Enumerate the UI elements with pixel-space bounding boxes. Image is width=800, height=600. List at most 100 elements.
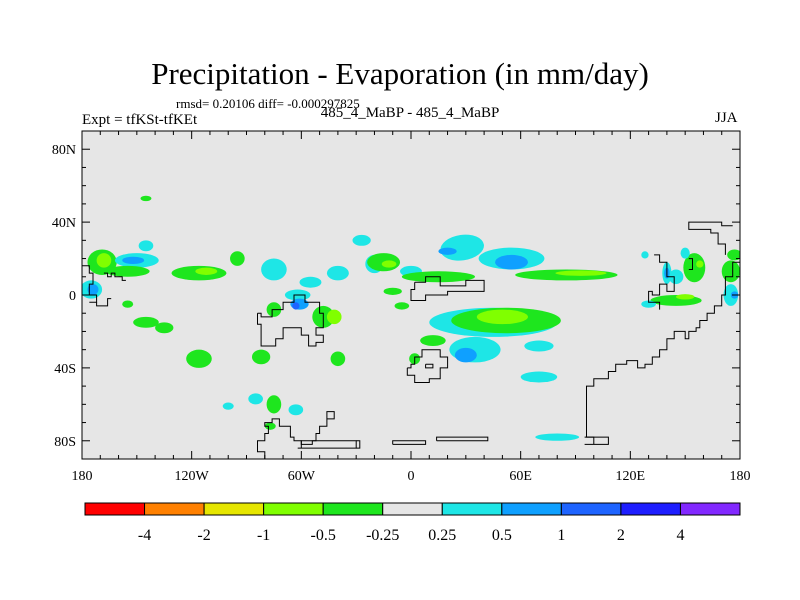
contour-region (133, 316, 159, 328)
contour-region (122, 256, 145, 265)
y-tick-label: 80N (52, 143, 76, 158)
runs-label: 485_4_MaBP - 485_4_MaBP (320, 105, 500, 121)
season-label: JJA (715, 110, 738, 126)
coastline-pacific-small (648, 254, 675, 310)
contour-region (520, 371, 558, 383)
contour-region (330, 351, 346, 367)
colorbar-label: 1 (557, 527, 565, 544)
x-tick-label: 180 (72, 469, 93, 484)
x-tick-label: 120E (616, 469, 646, 484)
contour-region (155, 322, 174, 334)
colorbar-swatch (679, 502, 741, 516)
colorbar-swatch (263, 502, 324, 516)
contour-region (524, 340, 554, 352)
contour-region (248, 393, 263, 405)
contour-region (105, 265, 150, 277)
contour-region (641, 251, 649, 259)
x-tick-label: 180 (730, 469, 751, 484)
x-tick-label: 60W (288, 469, 316, 484)
contour-region (352, 234, 371, 246)
colorbar-swatch (322, 502, 384, 516)
coastline-pacific-arc (688, 221, 733, 255)
contour-region (668, 269, 684, 285)
colorbar-label: -4 (138, 527, 151, 544)
contour-region (186, 349, 212, 368)
coastline-asia (586, 261, 740, 445)
contour-region (266, 395, 282, 414)
x-tick-label: 60E (509, 469, 532, 484)
coastline-north-small (96, 298, 112, 307)
contour-region (251, 349, 271, 365)
colorbar-label: -0.5 (311, 527, 336, 544)
coastline-india-south (425, 363, 434, 369)
contour-region (394, 302, 410, 310)
contour-region (555, 270, 607, 276)
coastline-south-america (257, 294, 324, 347)
y-tick-label: 40S (54, 362, 76, 377)
colorbar-swatch (203, 502, 265, 516)
colorbar-swatch (560, 502, 622, 516)
contour-region (326, 309, 342, 325)
contour-region (420, 335, 446, 347)
contour-region (727, 249, 740, 261)
colorbar-swatch (441, 502, 503, 516)
contour-region (138, 240, 154, 252)
contour-region (292, 302, 300, 310)
colorbar-label: 0.25 (428, 527, 456, 544)
contour-region (495, 254, 528, 270)
colorbar-swatch (382, 502, 443, 516)
colorbar-swatch (144, 502, 205, 516)
coastline-antarctic-strip (392, 440, 427, 445)
contour-region (535, 433, 580, 441)
contour-region (476, 309, 528, 325)
coastline-antarctic-bar (436, 436, 489, 442)
colorbar-swatch (501, 502, 562, 516)
y-tick-label: 80S (54, 435, 76, 450)
contour-region (261, 258, 287, 281)
colorbar-label: 2 (617, 527, 625, 544)
contour-region (299, 276, 322, 288)
contour-region (676, 294, 695, 300)
contour-region (195, 267, 218, 275)
colorbar-swatch (620, 502, 681, 516)
colorbar-label: -2 (197, 527, 210, 544)
contour-region (264, 422, 276, 430)
contour-region (680, 247, 690, 259)
coastline-north-america (103, 272, 126, 281)
y-tick-label: 40N (52, 216, 76, 231)
contour-region (222, 402, 234, 410)
contour-region (122, 300, 134, 308)
contour-region (96, 253, 112, 268)
coastline-eurasia-east (584, 436, 609, 445)
contour-region (230, 251, 245, 266)
contour-region (383, 287, 402, 295)
plot-title: Precipitation - Evaporation (in mm/day) (151, 56, 649, 91)
x-tick-label: 120W (175, 469, 210, 484)
coastline-antarctic-mid (356, 440, 361, 449)
contour-region (723, 284, 739, 306)
coastline-india-island (406, 349, 449, 383)
y-tick-label: 0 (69, 289, 76, 304)
colorbar-swatch (84, 502, 146, 516)
coastline-west-edge-island (82, 265, 98, 303)
contour-region (721, 260, 740, 283)
contour-region (438, 247, 457, 255)
contour-region (696, 260, 704, 268)
contour-region (381, 260, 397, 268)
contour-region (288, 404, 304, 416)
contour-region (87, 284, 99, 295)
coastline-australia-antarctic (85, 411, 335, 459)
coastline-greenland-africa (410, 276, 485, 301)
colorbar-label: 4 (676, 527, 684, 544)
colorbar-label: -0.25 (366, 527, 399, 544)
colorbar-label: -1 (257, 527, 270, 544)
experiment-label: Expt = tfKSt-tfKEt (82, 112, 198, 128)
contour-region (326, 265, 349, 281)
contour-region (140, 195, 152, 202)
colorbar-label: 0.5 (492, 527, 512, 544)
x-tick-label: 0 (408, 469, 415, 484)
contour-region (454, 347, 477, 363)
coastline-islands (688, 258, 693, 270)
stats-label: rmsd= 0.20106 diff= -0.000297825 (176, 96, 360, 111)
